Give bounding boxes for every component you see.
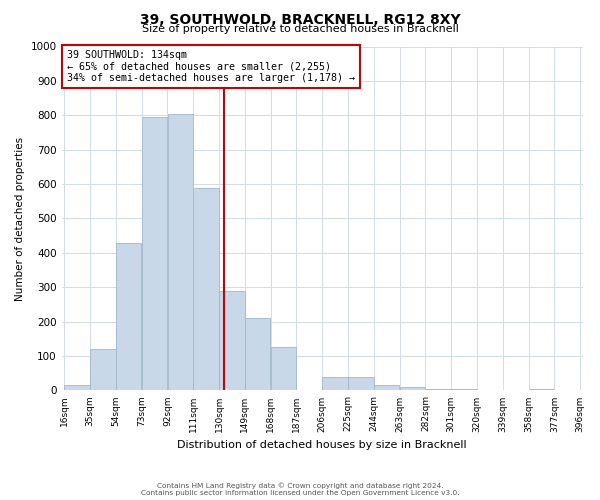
Bar [451, 388, 477, 390]
Text: 39 SOUTHWOLD: 134sqm
← 65% of detached houses are smaller (2,255)
34% of semi-de: 39 SOUTHWOLD: 134sqm ← 65% of detached h… [67, 50, 355, 83]
Bar [167, 114, 193, 390]
Text: Contains public sector information licensed under the Open Government Licence v3: Contains public sector information licen… [140, 490, 460, 496]
Bar [90, 349, 116, 391]
Y-axis label: Number of detached properties: Number of detached properties [15, 136, 25, 300]
Bar [64, 386, 90, 390]
Bar [400, 387, 425, 390]
Text: 39, SOUTHWOLD, BRACKNELL, RG12 8XY: 39, SOUTHWOLD, BRACKNELL, RG12 8XY [140, 12, 460, 26]
Text: Size of property relative to detached houses in Bracknell: Size of property relative to detached ho… [142, 24, 458, 34]
Bar [116, 242, 142, 390]
Bar [271, 348, 296, 391]
Bar [193, 188, 219, 390]
Bar [374, 386, 400, 390]
Text: Contains HM Land Registry data © Crown copyright and database right 2024.: Contains HM Land Registry data © Crown c… [157, 482, 443, 489]
Bar [245, 318, 271, 390]
Bar [425, 388, 451, 390]
Bar [348, 376, 374, 390]
X-axis label: Distribution of detached houses by size in Bracknell: Distribution of detached houses by size … [178, 440, 467, 450]
Bar [529, 388, 554, 390]
Bar [219, 290, 245, 390]
Bar [322, 376, 348, 390]
Bar [142, 117, 167, 390]
